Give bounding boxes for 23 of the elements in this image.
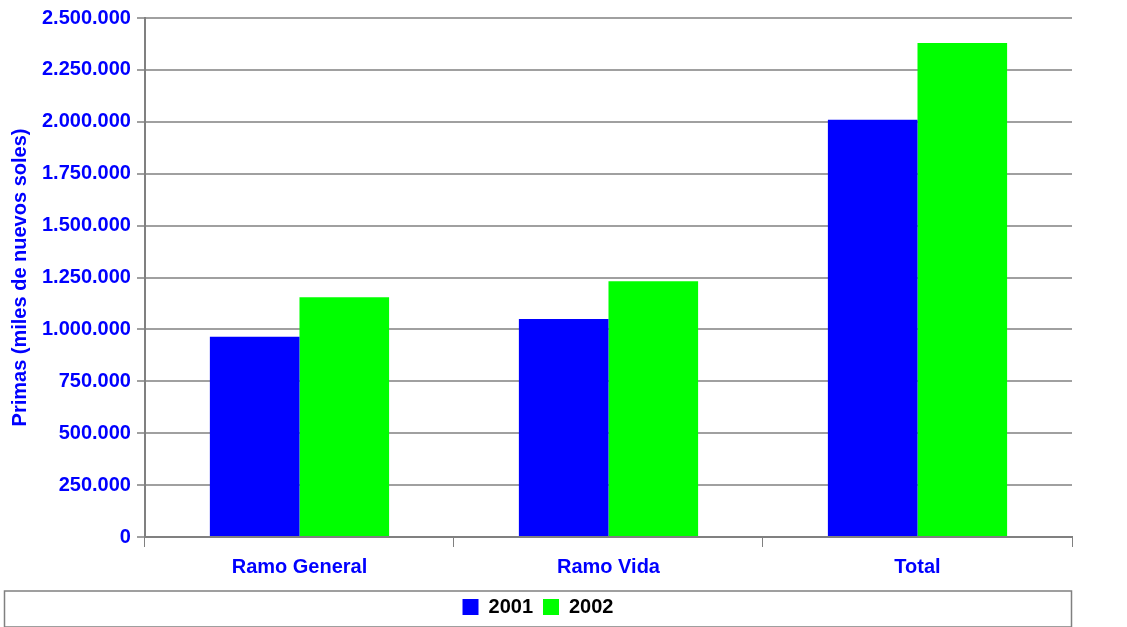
bar [209, 336, 300, 536]
y-tick-label: 750.000 [58, 368, 131, 391]
y-tick-label: 2.000.000 [41, 109, 131, 132]
y-axis-title: Primas (miles de nuevos soles) [7, 128, 30, 427]
y-tick-label: 1.250.000 [41, 265, 131, 288]
legend-label: 2001 [488, 594, 534, 617]
legend-label: 2002 [569, 594, 614, 617]
bar [299, 297, 390, 536]
y-tick-label: 2.250.000 [41, 57, 131, 80]
y-tick-label: 250.000 [58, 472, 131, 495]
y-tick-label: 0 [119, 524, 131, 547]
bar [917, 42, 1008, 536]
x-tick-label: Total [894, 554, 941, 577]
x-tick-label: Ramo Vida [556, 554, 661, 577]
y-tick-label: 1.000.000 [41, 316, 131, 339]
bar [827, 119, 918, 536]
bar [518, 319, 609, 536]
x-tick-label: Ramo General [231, 554, 368, 577]
y-tick-label: 500.000 [58, 420, 131, 443]
bar [608, 281, 699, 536]
y-tick-label: 2.500.000 [41, 5, 131, 28]
y-tick-label: 1.500.000 [41, 213, 131, 236]
y-tick-label: 1.750.000 [41, 161, 131, 184]
